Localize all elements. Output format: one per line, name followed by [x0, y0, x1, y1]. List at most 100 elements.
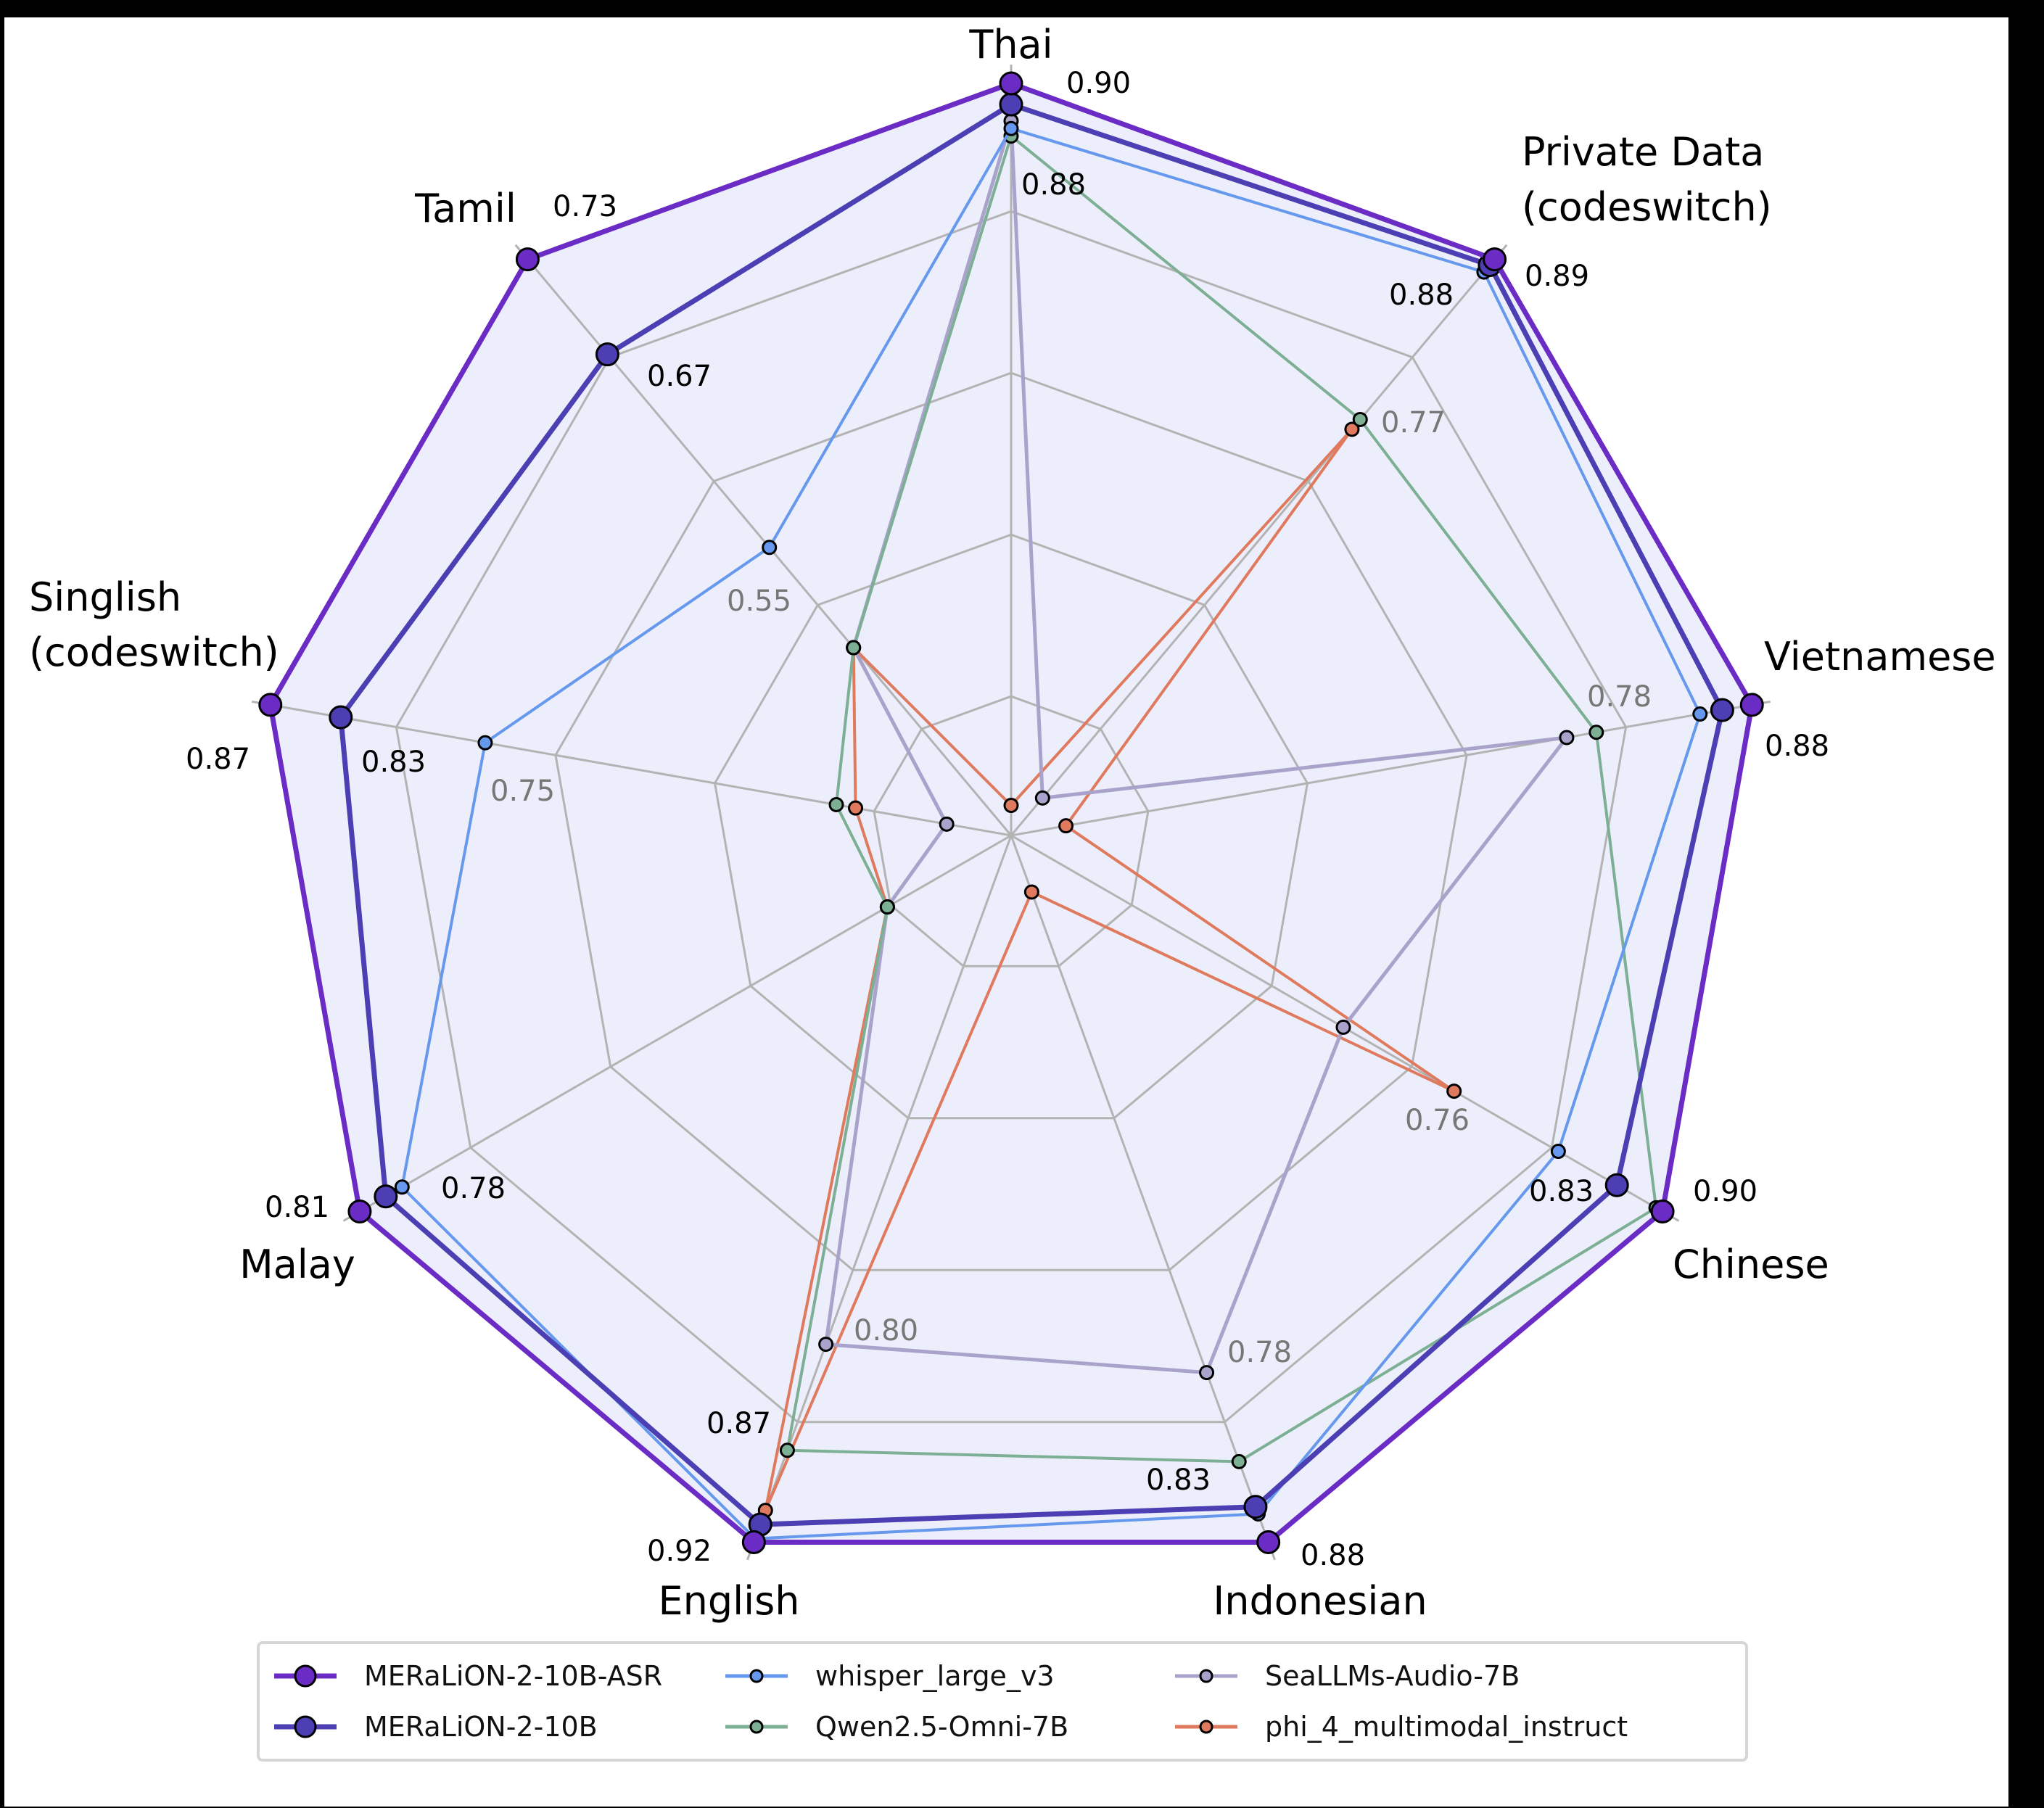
- value-label: 0.90: [1693, 1175, 1757, 1208]
- data-point-marker: [258, 693, 283, 717]
- legend-label: whisper_large_v3: [815, 1660, 1055, 1692]
- legend-label: Qwen2.5-Omni-7B: [815, 1711, 1069, 1743]
- data-point-marker: [846, 640, 862, 656]
- value-label: 0.73: [553, 190, 617, 223]
- value-label: 0.88: [1765, 730, 1829, 763]
- radar-grid: [251, 65, 1771, 1561]
- value-label: 0.87: [706, 1407, 771, 1440]
- legend-item-qwen2-5-omni-7b: Qwen2.5-Omni-7B: [724, 1705, 1068, 1749]
- data-point-marker: [1604, 1173, 1629, 1197]
- axis-labels: Thai Private Data (codeswitch) Vietnamese Ch…: [29, 22, 1996, 1624]
- axis-spoke-tamil: [514, 244, 1013, 836]
- series-line: [764, 427, 1456, 1512]
- data-point-marker: [374, 1184, 398, 1209]
- value-label: 0.88: [1389, 278, 1454, 312]
- data-point-marker: [1243, 1495, 1268, 1519]
- series-meralion-2-10b-asr: [258, 71, 1764, 1554]
- value-label: 0.78: [1227, 1336, 1292, 1369]
- data-point-marker: [1335, 1019, 1351, 1035]
- data-point-marker: [1483, 247, 1507, 272]
- series-line: [824, 119, 1569, 1375]
- data-point-marker: [1231, 1453, 1247, 1469]
- data-point-marker: [477, 735, 493, 751]
- value-annotations: 0.90 0.88 0.89 0.88 0.77 0.88 0.78 0.90 0.83 0.76…: [186, 67, 1829, 1572]
- legend-marker-icon: [725, 1669, 788, 1683]
- series-line: [268, 81, 1755, 1545]
- data-point-marker: [1344, 421, 1360, 437]
- legend-label: MERaLiON-2-10B: [364, 1711, 598, 1743]
- legend-item-seallms-audio-7b: SeaLLMs-Audio-7B: [1174, 1654, 1520, 1698]
- legend-item-meralion-2-10b: MERaLiON-2-10B: [273, 1705, 598, 1749]
- data-point-marker: [1710, 698, 1734, 722]
- data-point-marker: [1550, 1144, 1566, 1160]
- value-label: 0.80: [854, 1314, 918, 1347]
- data-point-marker: [329, 705, 353, 730]
- chart-legend: MERaLiON-2-10B-ASR whisper_large_v3 SeaL…: [257, 1641, 1748, 1762]
- data-point-marker: [347, 1200, 372, 1223]
- axis-label-private-data-codeswitch: Private Data (codeswitch): [1522, 129, 1772, 230]
- value-label: 0.77: [1381, 406, 1446, 439]
- data-point-marker: [848, 800, 864, 816]
- data-point-marker: [779, 1442, 795, 1458]
- data-point-marker: [818, 1337, 834, 1353]
- axis-label-indonesian: Indonesian: [1213, 1578, 1427, 1624]
- value-label: 0.81: [265, 1191, 329, 1224]
- axis-label-malay: Malay: [239, 1242, 355, 1287]
- axis-spoke-singlish-codeswitch: [251, 700, 1012, 837]
- value-label: 0.88: [1301, 1539, 1365, 1572]
- legend-label: phi_4_multimodal_instruct: [1265, 1711, 1628, 1743]
- data-point-marker: [595, 342, 619, 367]
- data-point-marker: [879, 899, 895, 915]
- data-point-marker: [1588, 725, 1604, 740]
- data-point-marker: [515, 247, 540, 272]
- legend-marker-icon: [1175, 1720, 1237, 1734]
- data-point-marker: [1559, 730, 1575, 746]
- axis-spoke-english: [746, 835, 1013, 1561]
- legend-marker-icon: [1175, 1669, 1237, 1683]
- legend-marker-icon: [274, 1664, 337, 1688]
- value-label: 0.90: [1066, 67, 1131, 100]
- grid-ring: [713, 533, 1309, 1120]
- data-point-marker: [394, 1179, 410, 1195]
- axis-label-vietnamese: Vietnamese: [1764, 634, 1996, 680]
- axis-spoke-malay: [342, 834, 1012, 1222]
- series-line: [338, 102, 1725, 1527]
- value-label: 0.89: [1525, 260, 1589, 293]
- legend-item-whisper-large-v3: whisper_large_v3: [724, 1654, 1055, 1698]
- data-point-marker: [1692, 706, 1708, 722]
- axis-label-singlish-codeswitch: Singlish (codeswitch): [29, 574, 279, 675]
- value-label: 0.55: [727, 585, 791, 618]
- legend-item-meralion-2-10b-asr: MERaLiON-2-10B-ASR: [273, 1654, 662, 1698]
- value-label: 0.88: [1021, 168, 1086, 202]
- data-point-marker: [1352, 411, 1368, 427]
- data-point-marker: [939, 816, 955, 832]
- data-point-marker: [999, 71, 1023, 96]
- data-point-marker: [762, 540, 778, 556]
- legend-marker-icon: [725, 1720, 788, 1734]
- data-point-marker: [1199, 1365, 1215, 1381]
- data-point-marker: [1003, 798, 1019, 814]
- axis-spoke-private-data-codeswitch: [1010, 244, 1508, 836]
- value-label: 0.76: [1405, 1104, 1470, 1137]
- data-point-marker: [1446, 1083, 1462, 1099]
- axis-label-tamil: Tamil: [414, 186, 516, 231]
- axis-spoke-indonesian: [1010, 835, 1276, 1561]
- data-point-marker: [1034, 790, 1050, 806]
- value-label: 0.83: [1529, 1175, 1594, 1208]
- data-point-marker: [1058, 818, 1074, 834]
- data-point-marker: [828, 797, 844, 813]
- legend-marker-icon: [274, 1715, 337, 1738]
- axis-label-english: English: [659, 1578, 800, 1624]
- legend-label: MERaLiON-2-10B-ASR: [364, 1660, 663, 1692]
- value-label: 0.75: [490, 775, 555, 808]
- value-label: 0.83: [361, 746, 426, 779]
- data-point-marker: [1003, 120, 1019, 136]
- legend-item-phi-4-multimodal-instruct: phi_4_multimodal_instruct: [1174, 1705, 1628, 1749]
- series-qwen2-5-omni-7b: [779, 128, 1664, 1469]
- value-label: 0.87: [186, 743, 250, 776]
- series-line: [786, 134, 1658, 1464]
- value-label: 0.83: [1146, 1464, 1211, 1497]
- axis-spoke-vietnamese: [1010, 700, 1771, 837]
- series-line: [400, 127, 1702, 1540]
